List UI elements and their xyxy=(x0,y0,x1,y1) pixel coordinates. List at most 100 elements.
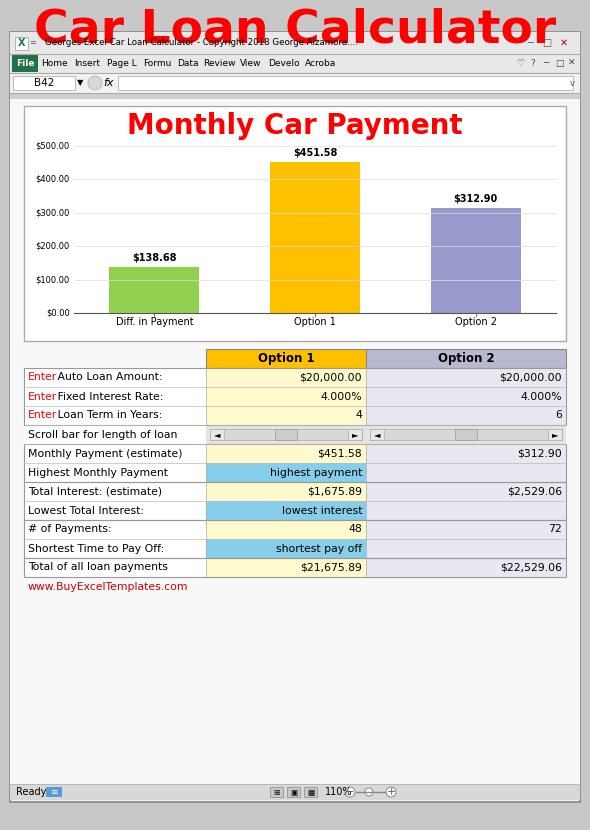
Text: Georges Excel Car Loan Calculator - Copyright 2018 George Alzamora....: Georges Excel Car Loan Calculator - Copy… xyxy=(45,38,358,47)
Text: 4.000%: 4.000% xyxy=(520,392,562,402)
Bar xyxy=(15,37,28,50)
Text: □: □ xyxy=(542,38,552,48)
Text: fx: fx xyxy=(103,78,113,88)
Bar xyxy=(366,520,566,539)
Text: Home: Home xyxy=(41,59,68,68)
Text: $22,529.06: $22,529.06 xyxy=(500,563,562,573)
Bar xyxy=(366,406,566,425)
Text: Monthly Payment (estimate): Monthly Payment (estimate) xyxy=(28,448,182,458)
Bar xyxy=(270,162,360,313)
Circle shape xyxy=(345,787,355,797)
Bar xyxy=(24,444,206,463)
Bar xyxy=(206,425,366,444)
Text: v: v xyxy=(570,79,575,87)
Text: Shortest Time to Pay Off:: Shortest Time to Pay Off: xyxy=(28,544,164,554)
Text: ▣: ▣ xyxy=(290,788,297,797)
Text: ≡: ≡ xyxy=(50,788,58,797)
Text: B42: B42 xyxy=(34,78,54,88)
Text: $500.00: $500.00 xyxy=(36,141,70,150)
Text: ►: ► xyxy=(552,430,558,439)
Text: Page L: Page L xyxy=(107,59,137,68)
Text: ?: ? xyxy=(530,59,535,68)
Bar xyxy=(10,32,580,54)
Bar xyxy=(24,558,566,577)
Text: ─: ─ xyxy=(527,38,533,48)
Bar xyxy=(431,208,520,313)
Text: File: File xyxy=(16,59,34,68)
Bar xyxy=(304,787,317,797)
Bar xyxy=(548,429,562,440)
Circle shape xyxy=(365,788,373,796)
Bar xyxy=(13,76,75,90)
Text: ◄: ◄ xyxy=(214,430,220,439)
Bar xyxy=(206,444,366,463)
Text: Option 1: Option 1 xyxy=(294,317,336,327)
Text: Total Interest: (estimate): Total Interest: (estimate) xyxy=(28,486,162,496)
Text: 48: 48 xyxy=(348,525,362,535)
Text: $312.90: $312.90 xyxy=(517,448,562,458)
Text: $312.90: $312.90 xyxy=(454,194,498,204)
Text: $1,675.89: $1,675.89 xyxy=(307,486,362,496)
Bar xyxy=(24,558,206,577)
Text: 110%: 110% xyxy=(325,787,352,797)
Text: Loan Term in Years:: Loan Term in Years: xyxy=(54,411,162,421)
Bar xyxy=(366,349,566,368)
Text: Option 2: Option 2 xyxy=(455,317,497,327)
Text: shortest pay off: shortest pay off xyxy=(276,544,362,554)
Bar xyxy=(366,368,566,387)
Text: ✕: ✕ xyxy=(560,38,568,48)
Bar xyxy=(10,784,580,800)
Text: $0.00: $0.00 xyxy=(46,309,70,318)
Bar xyxy=(366,501,566,520)
Text: # of Payments:: # of Payments: xyxy=(28,525,112,535)
Bar xyxy=(24,520,566,558)
Text: Acroba: Acroba xyxy=(305,59,336,68)
Text: 4.000%: 4.000% xyxy=(320,392,362,402)
Bar xyxy=(366,539,566,558)
Text: $20,000.00: $20,000.00 xyxy=(499,373,562,383)
Text: Diff. in Payment: Diff. in Payment xyxy=(116,317,193,327)
Bar xyxy=(275,429,297,440)
Bar xyxy=(206,387,366,406)
Text: Option 2: Option 2 xyxy=(438,352,494,365)
Bar xyxy=(46,787,62,797)
Bar xyxy=(24,368,206,387)
Bar xyxy=(24,482,566,520)
Text: Formu: Formu xyxy=(143,59,171,68)
Text: □: □ xyxy=(555,59,563,68)
Bar xyxy=(206,520,366,539)
Text: Ready: Ready xyxy=(16,787,47,797)
Bar xyxy=(206,482,366,501)
Text: 4: 4 xyxy=(355,411,362,421)
Bar xyxy=(366,444,566,463)
Text: −: − xyxy=(345,787,355,797)
Text: 6: 6 xyxy=(555,411,562,421)
Bar xyxy=(24,444,566,482)
Text: ⊞: ⊞ xyxy=(273,788,280,797)
Text: +: + xyxy=(386,787,396,797)
Bar xyxy=(12,54,38,72)
Bar xyxy=(24,425,206,444)
Bar xyxy=(109,266,199,313)
Text: Insert: Insert xyxy=(74,59,100,68)
Text: $20,000.00: $20,000.00 xyxy=(299,373,362,383)
Text: ▼: ▼ xyxy=(77,79,83,87)
Bar xyxy=(455,429,477,440)
Text: ◄: ◄ xyxy=(373,430,380,439)
Text: $21,675.89: $21,675.89 xyxy=(300,563,362,573)
Bar xyxy=(24,406,206,425)
Text: ▦: ▦ xyxy=(307,788,314,797)
Text: Lowest Total Interest:: Lowest Total Interest: xyxy=(28,505,144,515)
Bar xyxy=(206,501,366,520)
Text: ♡: ♡ xyxy=(516,59,524,68)
Text: X: X xyxy=(18,38,25,48)
Text: $300.00: $300.00 xyxy=(35,208,70,217)
Text: $100.00: $100.00 xyxy=(36,275,70,284)
Bar xyxy=(24,482,206,501)
Bar xyxy=(270,787,283,797)
Text: Option 1: Option 1 xyxy=(258,352,314,365)
Text: $451.58: $451.58 xyxy=(293,149,337,159)
Bar xyxy=(10,98,580,784)
Bar xyxy=(366,425,566,444)
Bar xyxy=(118,76,573,90)
